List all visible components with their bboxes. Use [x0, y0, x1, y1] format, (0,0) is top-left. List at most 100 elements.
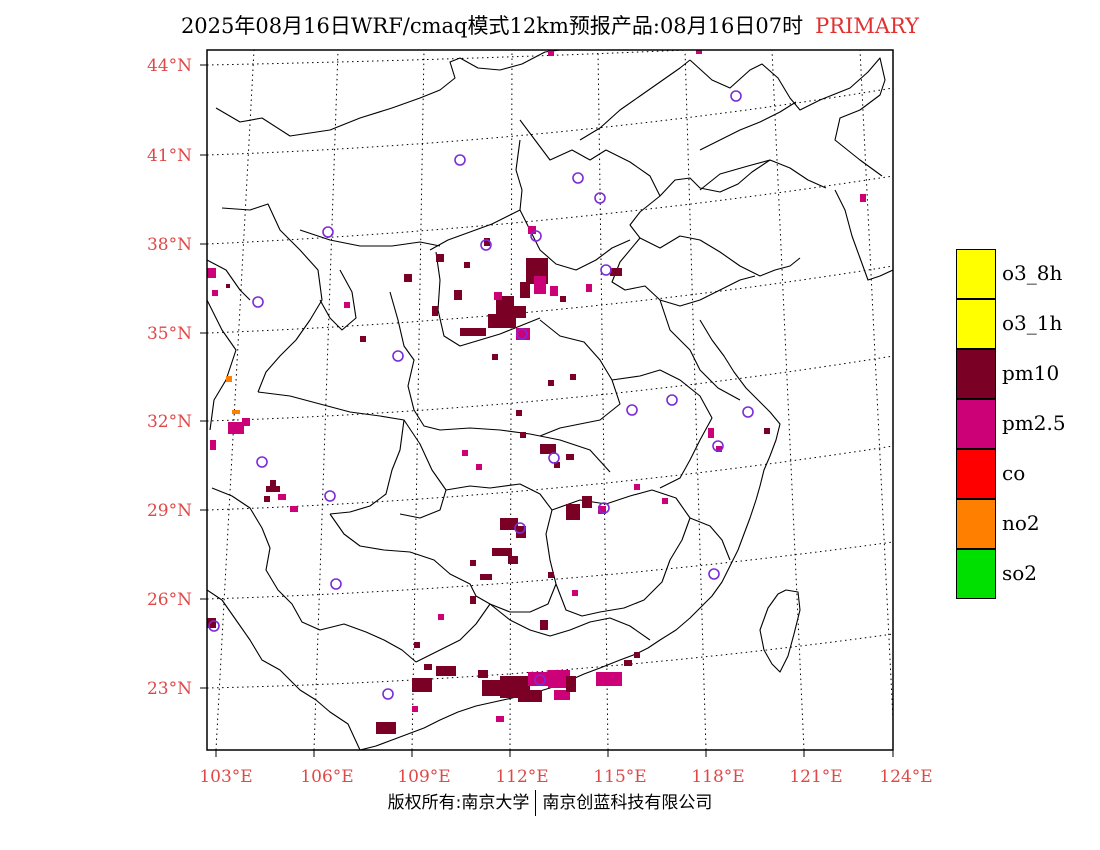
pm10-cell: [488, 314, 516, 328]
pm10-cell: [566, 454, 574, 460]
province-hunan: [445, 483, 557, 613]
legend-label: pm10: [1002, 361, 1060, 385]
meridian-121: [771, 50, 805, 750]
legend-label: co: [1002, 461, 1026, 485]
pm25-cell: [207, 268, 216, 278]
lon-label: 112°E: [495, 767, 548, 787]
legend-swatch: [956, 549, 996, 599]
meridian-112: [509, 50, 513, 750]
station-marker: [382, 688, 394, 700]
lat-label: 44°N: [147, 56, 192, 76]
pm25-cell: [534, 276, 546, 294]
station-marker: [730, 90, 742, 102]
pollution-cells: [207, 50, 866, 734]
legend-label: o3_8h: [1002, 261, 1063, 285]
station-marker: [454, 154, 466, 166]
legend-swatch: [956, 249, 996, 299]
lon-label: 118°E: [691, 767, 744, 787]
pm10-cell: [566, 504, 580, 520]
pm10-cell: [566, 676, 576, 692]
pm10-cell: [496, 296, 514, 314]
province-gansu: [221, 203, 323, 393]
pm25-cell: [242, 418, 250, 426]
meridian-118: [684, 50, 707, 750]
lat-label: 23°N: [147, 679, 192, 699]
station-marker: [572, 172, 584, 184]
pm25-cell: [548, 50, 554, 56]
pm10-cell: [540, 444, 556, 454]
station-marker: [594, 192, 606, 204]
pm10-cell: [482, 680, 502, 696]
province-guizhou: [329, 513, 477, 597]
station-marker: [666, 394, 678, 406]
province-ne2: [699, 159, 771, 191]
title-tag: PRIMARY: [815, 14, 920, 38]
legend-swatch: [956, 449, 996, 499]
province-jiangxi: [551, 489, 691, 617]
pm10-cell: [508, 556, 518, 564]
pm10-cell: [492, 354, 498, 360]
station-marker: [534, 674, 546, 686]
pm10-cell: [610, 268, 622, 276]
pm10-cell: [464, 262, 470, 268]
map-title: 2025年08月16日WRF/cmaq模式12km预报产品:08月16日07时 P…: [0, 10, 1100, 40]
map-frame: [206, 49, 894, 751]
stations: [208, 90, 754, 700]
pm10-cell: [480, 574, 492, 580]
station-marker: [252, 296, 264, 308]
province-yunnan: [211, 487, 417, 663]
province-hebei: [515, 139, 631, 271]
station-marker: [322, 226, 334, 238]
axis-ticks: [200, 64, 894, 757]
province-shaanxi: [389, 291, 441, 431]
pm10-cell: [424, 664, 432, 670]
province-guangdong: [489, 603, 651, 641]
station-marker: [742, 406, 754, 418]
northern-border: [215, 50, 561, 137]
province-shanxi: [429, 209, 521, 251]
pm10-cell: [412, 678, 432, 692]
pm25-cell: [528, 672, 552, 686]
pm25-cell: [494, 292, 502, 300]
pm10-cell: [492, 548, 512, 556]
legend-label: o3_1h: [1002, 311, 1063, 335]
pm25-cell: [572, 590, 578, 596]
legend-swatch: [956, 399, 996, 449]
pm25-cell: [528, 226, 536, 234]
province-ne1: [699, 101, 797, 151]
pm10-cell: [560, 296, 566, 302]
pm10-cell: [516, 526, 526, 538]
pm10-cell: [432, 306, 438, 316]
pm10-cell: [207, 618, 216, 628]
province-qinghai: [207, 259, 251, 301]
border-sw: [207, 589, 361, 750]
station-marker: [548, 452, 560, 464]
pm25-cell: [634, 484, 640, 490]
graticule: [207, 50, 893, 750]
station-marker: [324, 490, 336, 502]
pm10-cell: [478, 670, 488, 678]
station-marker: [530, 230, 542, 242]
lon-label: 109°E: [397, 767, 450, 787]
footer-separator: [535, 790, 537, 816]
province-fujian: [689, 517, 731, 561]
province-hubei: [439, 427, 611, 473]
pm10-cell: [520, 432, 526, 438]
pm10-cell: [226, 284, 230, 288]
pm25-cell: [210, 440, 216, 450]
pm10-cell: [376, 722, 396, 734]
pm25-cell: [708, 428, 714, 438]
pm10-cell: [548, 572, 554, 578]
legend-label: so2: [1002, 561, 1038, 585]
pm25-cell: [598, 506, 606, 514]
meridian-106: [313, 50, 339, 750]
pm25-cell: [860, 194, 866, 202]
pm10-cell: [270, 480, 276, 486]
station-marker: [708, 568, 720, 580]
legend-label: no2: [1002, 511, 1040, 535]
province-chongqing: [399, 419, 447, 519]
legend-swatch: [956, 349, 996, 399]
lat-label: 32°N: [147, 412, 192, 432]
pm10-cell: [470, 560, 476, 566]
